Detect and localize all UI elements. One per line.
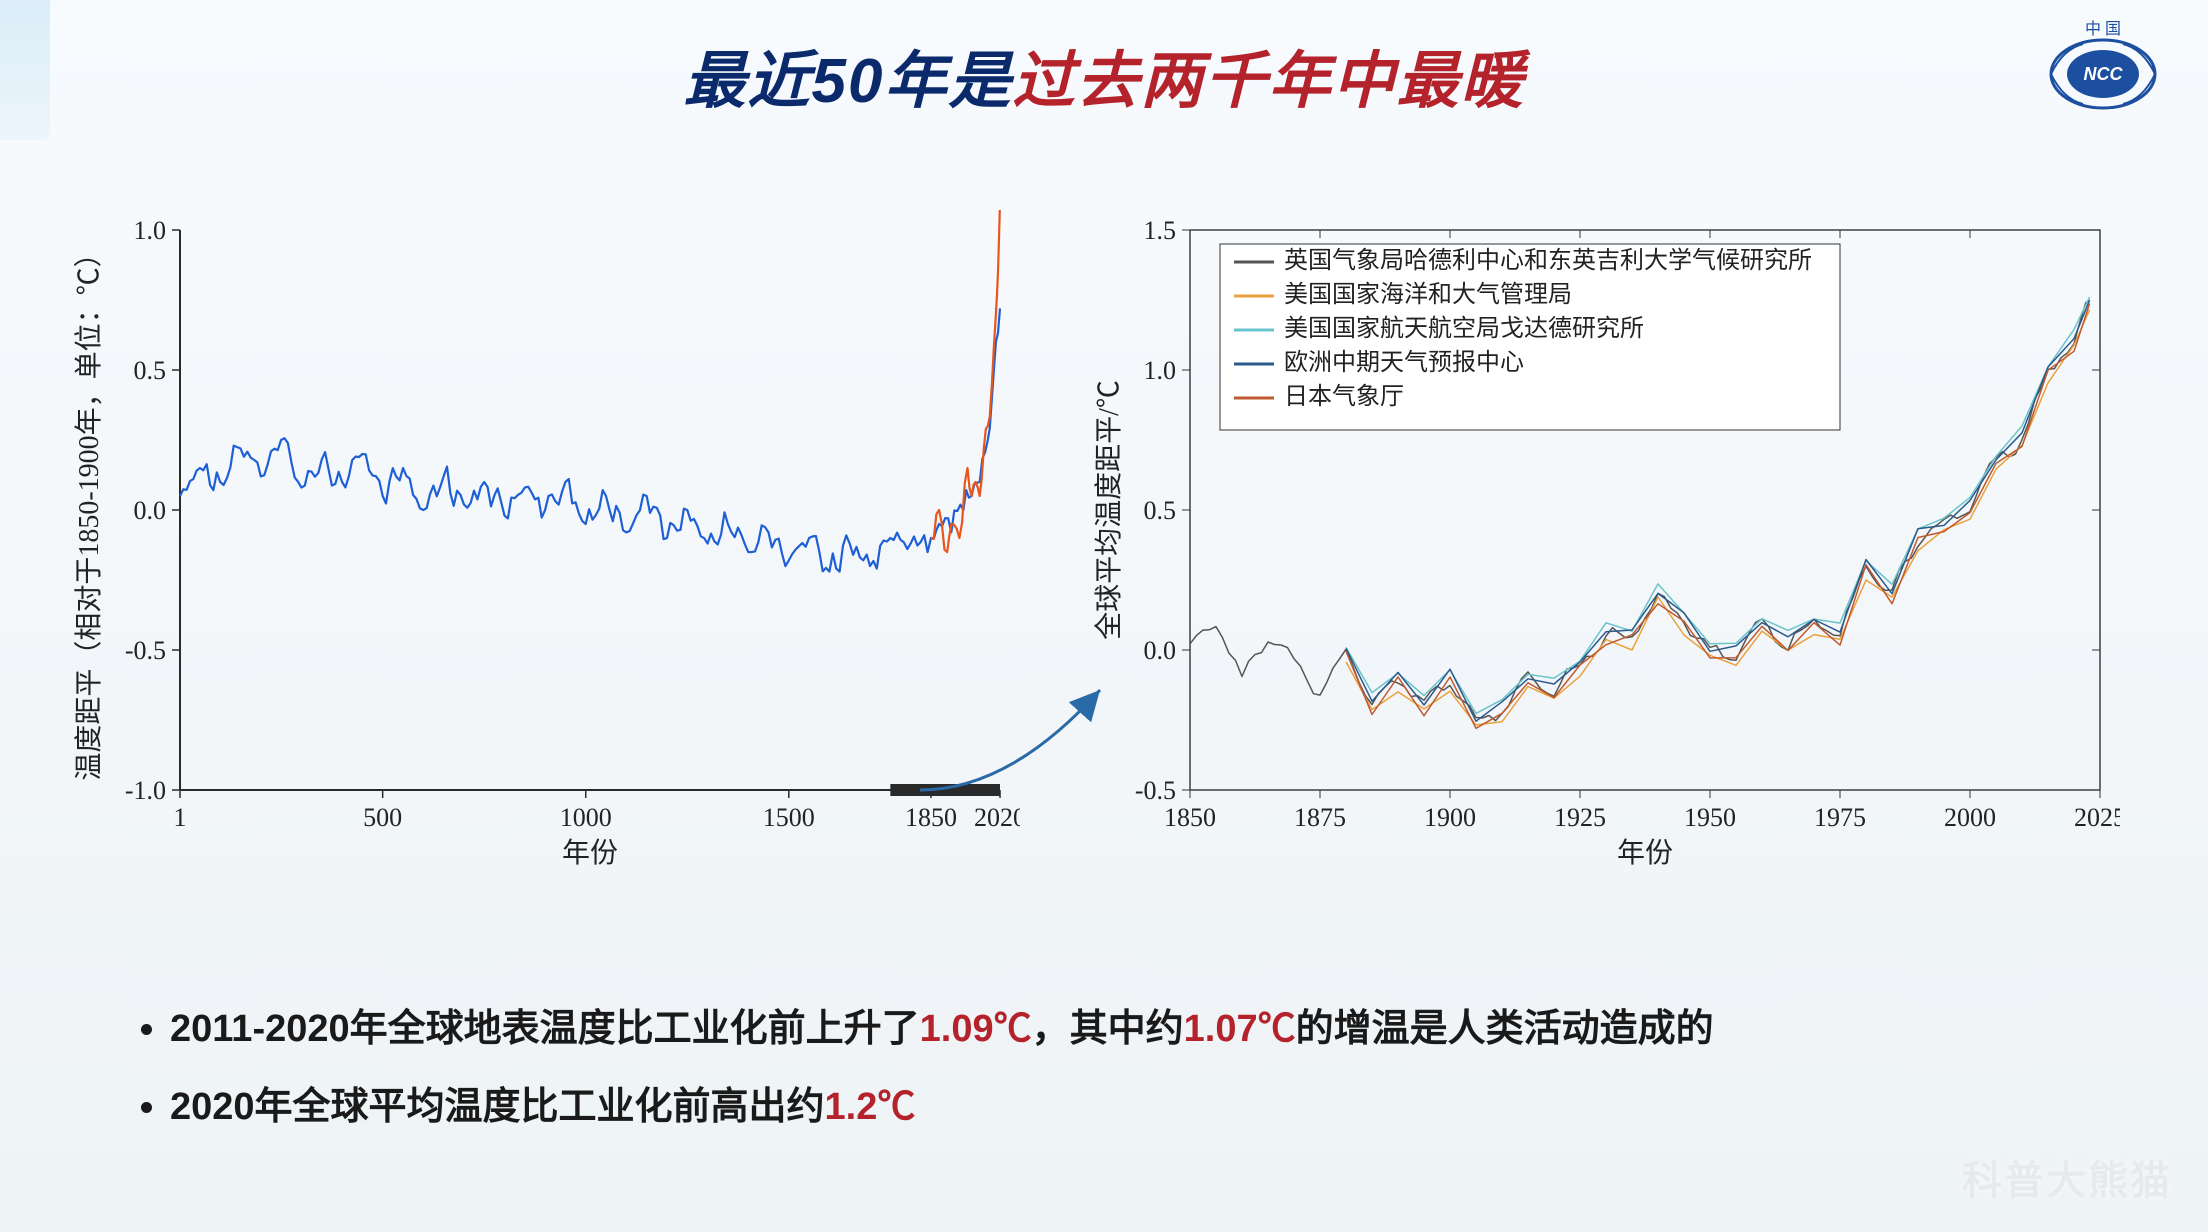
bullet-2: 2020年全球平均温度比工业化前高出约1.2℃ — [170, 1071, 2128, 1143]
bullet-list: 2011-2020年全球地表温度比工业化前上升了1.09℃，其中约1.07℃的增… — [130, 993, 2128, 1149]
slide-root: 最近50年是过去两千年中最暖 中 国 NCC -1.0-0.50.00.51.0… — [0, 0, 2208, 1232]
watermark: 科普大熊猫 — [1962, 1148, 2172, 1206]
bullet-1: 2011-2020年全球地表温度比工业化前上升了1.09℃，其中约1.07℃的增… — [170, 993, 2128, 1065]
